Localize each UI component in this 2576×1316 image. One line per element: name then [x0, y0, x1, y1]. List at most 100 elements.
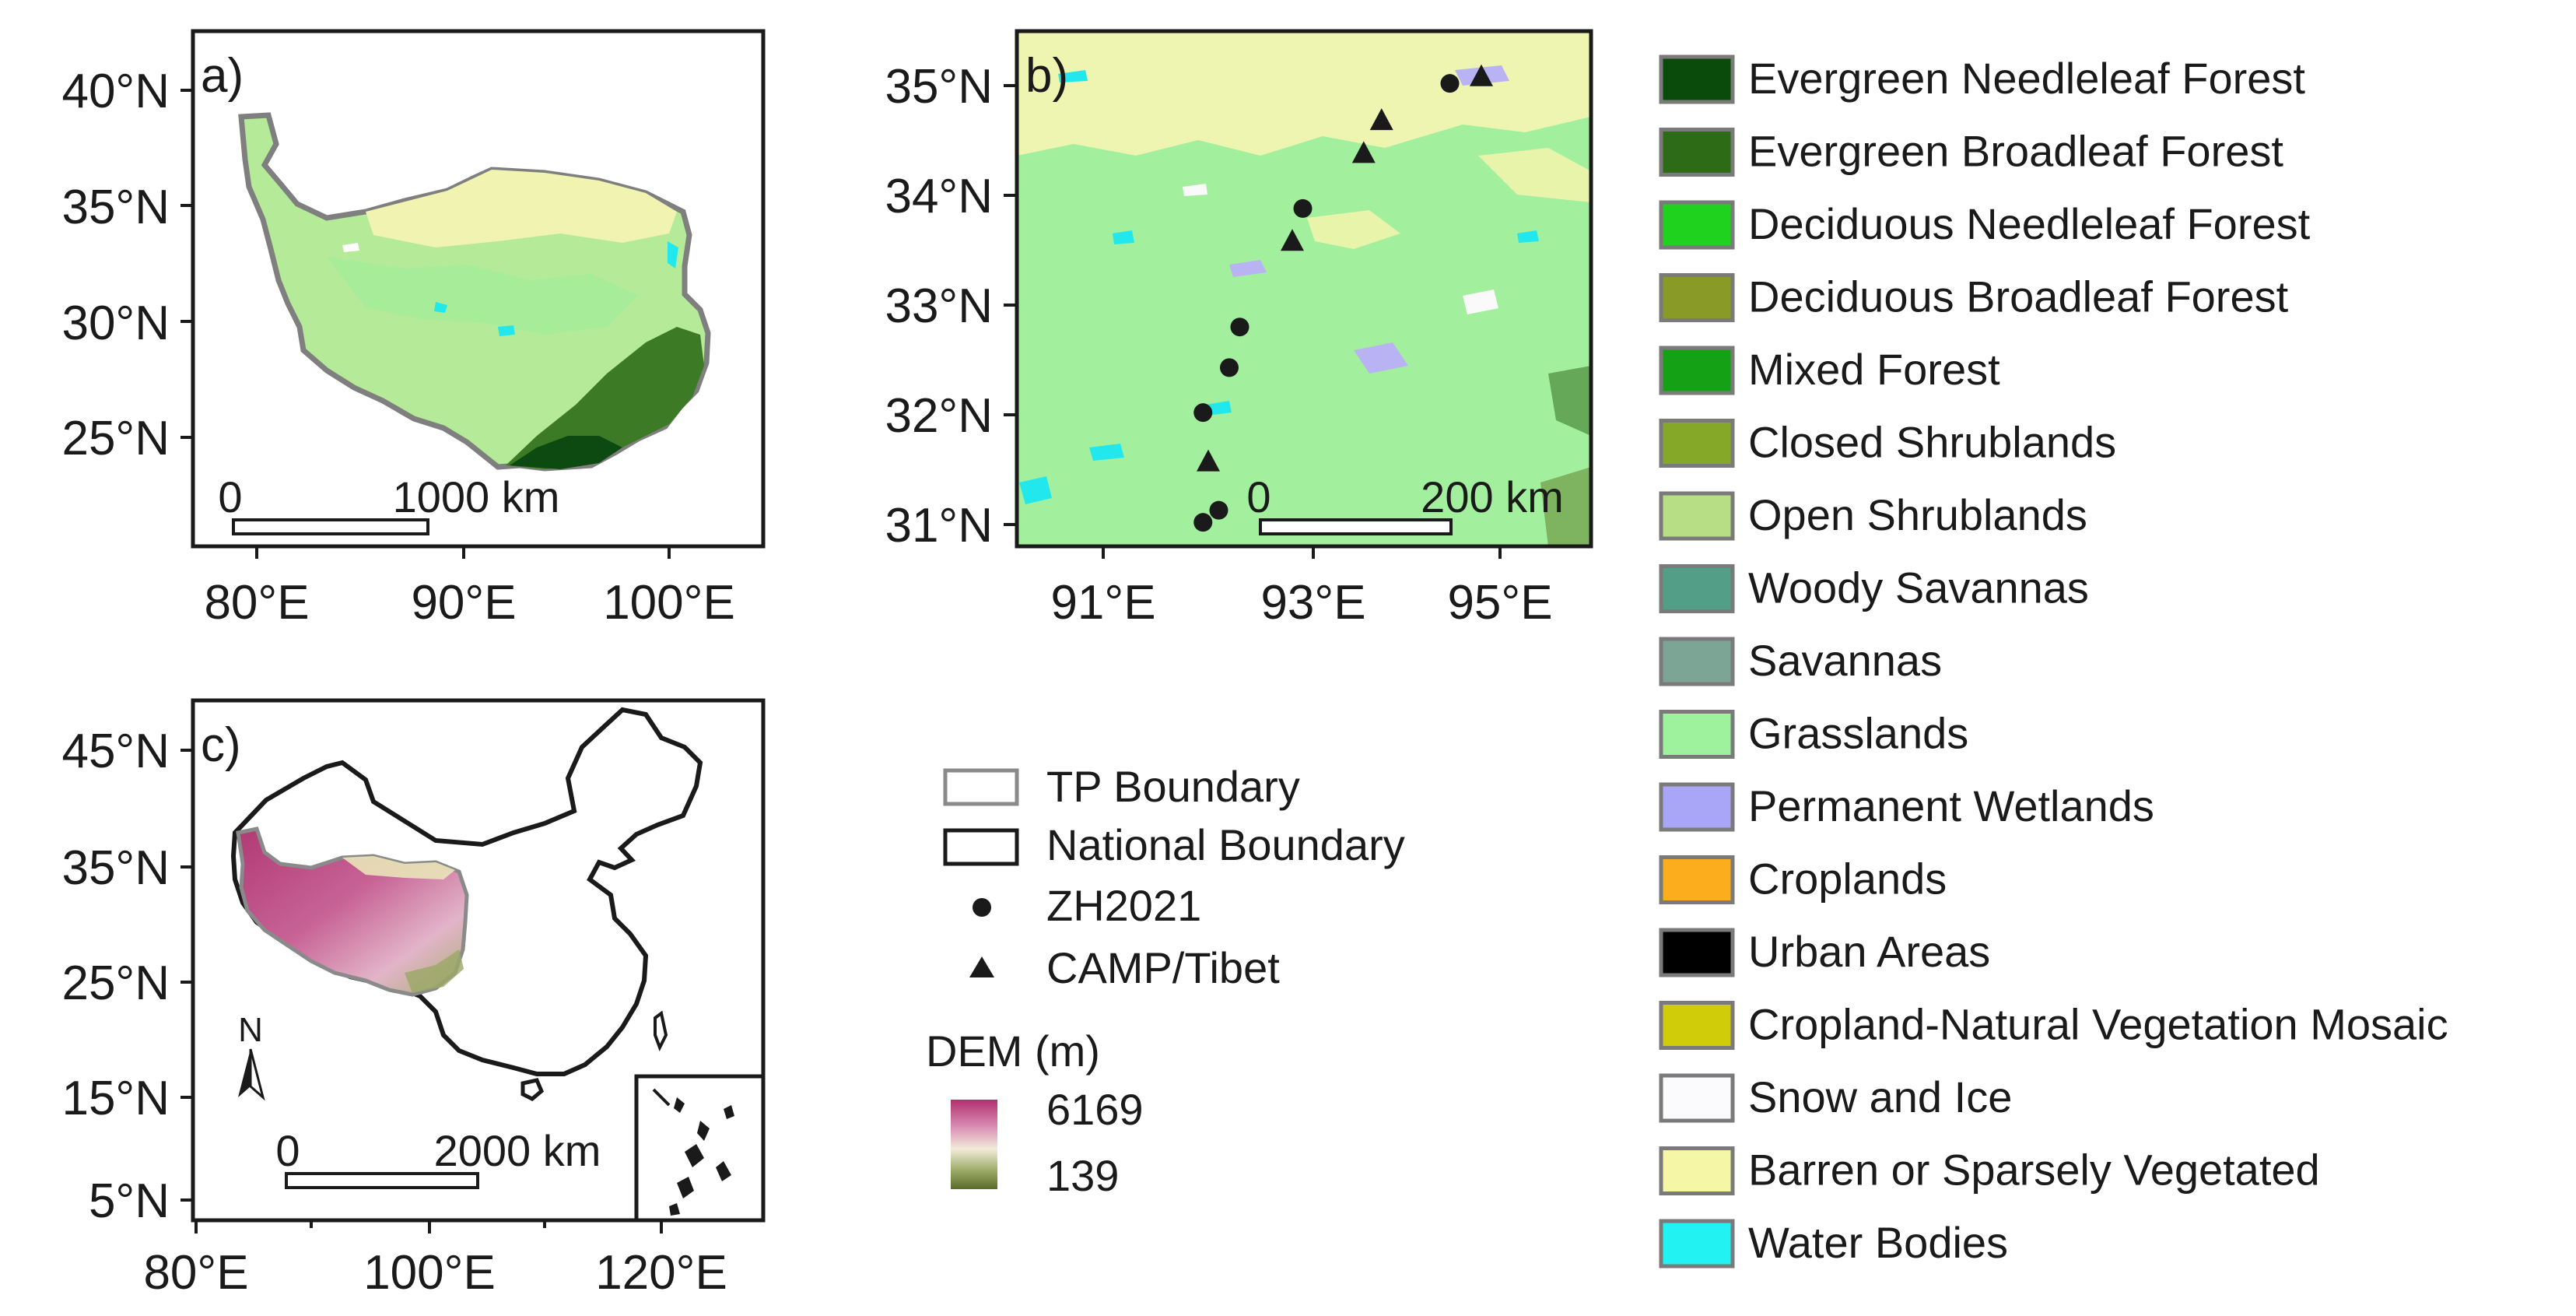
- legend-swatch: [1659, 1073, 1735, 1123]
- lat-tick-label: 35°N: [61, 181, 170, 234]
- lon-axis-ticks: [1102, 546, 1502, 559]
- water-patch: [434, 302, 447, 313]
- legend-swatch: [1659, 419, 1735, 468]
- forest-southeast-region: [506, 327, 704, 469]
- barren-north-region: [1017, 31, 1591, 156]
- lat-tick-label: 30°N: [61, 297, 170, 350]
- scale-bar: 0 2000 km: [275, 1126, 601, 1189]
- snow-patch: [1183, 184, 1207, 196]
- taiwan-island: [654, 1010, 668, 1051]
- scale-bar-start: 0: [218, 472, 242, 521]
- dem-colorbar: [951, 1100, 997, 1189]
- panel-frame: [191, 29, 766, 549]
- legend-label: Permanent Wetlands: [1748, 781, 2154, 830]
- lon-tick-label: 100°E: [363, 1246, 496, 1300]
- barren-patch: [1478, 148, 1591, 202]
- scale-bar-start: 0: [275, 1126, 300, 1175]
- barren-north-region: [366, 170, 677, 247]
- legend-swatch: [1659, 346, 1735, 395]
- legend-swatch: [1659, 273, 1735, 322]
- lon-tick-label: 80°E: [204, 576, 309, 630]
- lon-tick-label: 90°E: [411, 576, 516, 630]
- legend-label: ZH2021: [1046, 881, 1201, 930]
- camp-tibet-site: [1197, 449, 1220, 472]
- zh2021-symbol: [973, 898, 991, 917]
- legend-label: Mixed Forest: [1748, 345, 2000, 394]
- scale-bar: 0 1000 km: [218, 472, 560, 535]
- lat-axis-ticks: [180, 749, 193, 1202]
- lon-tick-label: 100°E: [603, 576, 735, 630]
- legend-label: CAMP/Tibet: [1046, 943, 1280, 992]
- scale-bar: 0 200 km: [1246, 472, 1564, 535]
- dem-min-label: 139: [1046, 1151, 1119, 1200]
- legend-swatch: [1659, 710, 1735, 759]
- water-patch: [1058, 70, 1088, 82]
- panel-frame: [191, 698, 766, 1223]
- legend-swatch: [1659, 1146, 1735, 1195]
- lat-tick-label: 31°N: [885, 499, 993, 553]
- forest-patch: [1548, 366, 1591, 436]
- lon-tick-label: 80°E: [143, 1246, 248, 1300]
- forest-patch: [1540, 467, 1591, 546]
- scale-bar-end: 1000 km: [393, 472, 560, 521]
- lat-tick-label: 32°N: [885, 389, 993, 443]
- water-patch: [1517, 230, 1539, 243]
- lon-tick-label: 120°E: [595, 1246, 727, 1300]
- lat-tick-label: 25°N: [61, 412, 170, 465]
- lat-tick-label: 33°N: [885, 279, 993, 333]
- lon-axis-ticks: [195, 1220, 663, 1234]
- lon-tick-label: 93°E: [1260, 576, 1365, 630]
- lat-axis-labels: 35°N 34°N 33°N 32°N 31°N: [885, 60, 993, 553]
- legend-swatch: [1659, 491, 1735, 541]
- legend-label: Croplands: [1748, 855, 1947, 904]
- national-boundary-swatch: [943, 828, 1019, 866]
- north-arrow-label: N: [238, 1011, 263, 1049]
- north-arrow: N: [238, 1011, 265, 1101]
- lon-axis-labels: 80°E 100°E 120°E: [143, 1246, 727, 1300]
- legend-label: Barren or Sparsely Vegetated: [1748, 1146, 2320, 1195]
- snow-patch: [342, 243, 359, 252]
- camp-tibet-site: [1351, 141, 1376, 163]
- grass-patches: [327, 257, 638, 335]
- tp-boundary-swatch: [943, 768, 1019, 806]
- legend-label: Evergreen Broadleaf Forest: [1748, 127, 2283, 176]
- sites-layer: [1193, 64, 1493, 532]
- hainan-island: [520, 1078, 545, 1101]
- panel-label: c): [201, 718, 241, 772]
- tp-lowland-southeast: [405, 949, 464, 993]
- zh2021-site: [1293, 198, 1313, 218]
- legend-swatch: [1659, 128, 1735, 177]
- camp-tibet-site: [1369, 108, 1393, 131]
- dem-title: DEM (m): [926, 1026, 1100, 1076]
- lat-axis-labels: 45°N 35°N 25°N 15°N 5°N: [61, 725, 170, 1228]
- lat-tick-label: 40°N: [61, 65, 170, 118]
- lat-axis-ticks: [1004, 84, 1017, 526]
- legend-swatch: [1659, 564, 1735, 613]
- legend-swatch: [1659, 928, 1735, 977]
- legend-label: Grasslands: [1748, 709, 1968, 758]
- camp-tibet-symbol: [969, 956, 994, 977]
- scale-bar-end: 200 km: [1421, 472, 1564, 521]
- water-patch: [668, 241, 678, 268]
- symbol-legend: TP Boundary National Boundary ZH2021 CAM…: [926, 762, 1405, 1200]
- zh2021-site: [1193, 403, 1213, 423]
- zh2021-site: [1440, 74, 1460, 93]
- inset-map: [634, 1074, 763, 1220]
- legend-label: Urban Areas: [1748, 927, 1990, 976]
- legend-label: Open Shrublands: [1748, 490, 2087, 539]
- legend-label: Savannas: [1748, 636, 1942, 685]
- lat-tick-label: 15°N: [61, 1072, 170, 1125]
- tp-highland-north: [342, 856, 455, 879]
- barren-patch: [1307, 210, 1400, 249]
- legend-swatch: [1659, 54, 1735, 104]
- legend-swatch: [1659, 855, 1735, 904]
- water-patch: [1019, 476, 1052, 504]
- lat-tick-label: 35°N: [885, 60, 993, 114]
- legend-swatch: [1659, 782, 1735, 832]
- legend-swatch: [1659, 200, 1735, 250]
- panel-a: a) 40°N 35°N 30°N 25°N 80°E 90°E 100°E 0…: [61, 29, 766, 630]
- zh2021-site: [1209, 500, 1228, 520]
- water-patch: [1113, 230, 1134, 244]
- legend-swatch: [1659, 1001, 1735, 1050]
